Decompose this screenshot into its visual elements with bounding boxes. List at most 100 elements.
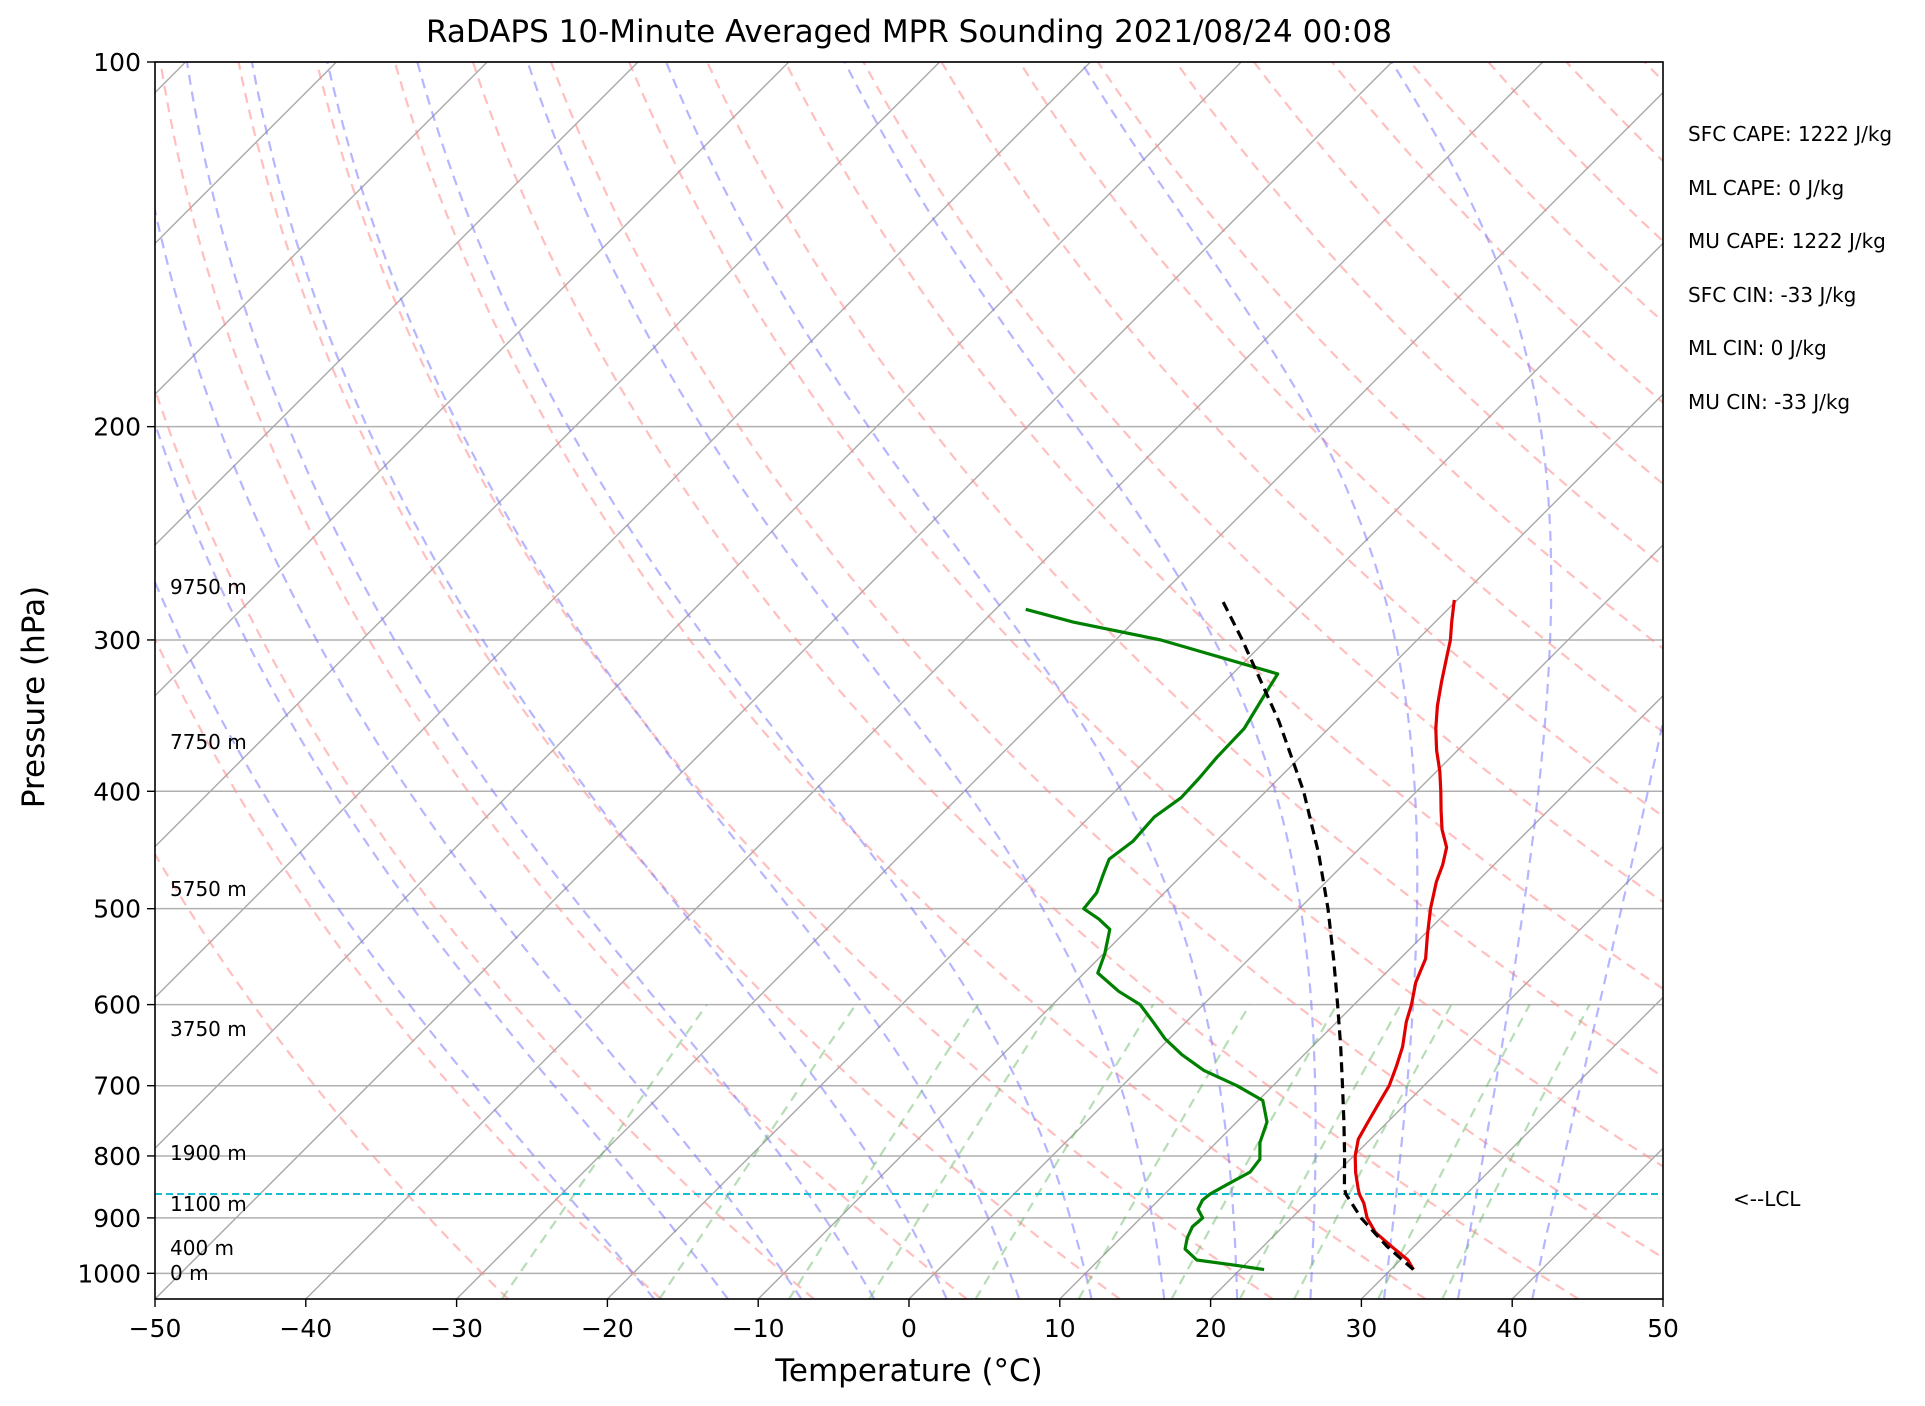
moist-adiabat-line <box>843 62 1317 1299</box>
dry-adiabat-line <box>940 62 1663 818</box>
isotherm-line <box>155 62 639 546</box>
altitude-label: 9750 m <box>170 575 247 599</box>
moist-adiabat-line <box>326 62 1021 1299</box>
mixing-ratio-line <box>1170 1004 1338 1299</box>
moist-adiabat-line <box>1531 716 1663 1299</box>
mixing-ratio-line <box>500 1003 708 1299</box>
isotherm-line <box>1210 845 1663 1299</box>
isotherm-line <box>155 62 790 697</box>
x-axis-label: Temperature (°C) <box>775 1353 1043 1389</box>
y-tick-label: 100 <box>93 48 141 77</box>
x-tick-label: 40 <box>1496 1314 1528 1343</box>
isotherm-line <box>757 393 1663 1299</box>
y-tick-label: 800 <box>93 1142 141 1171</box>
isotherm-line <box>1360 996 1663 1299</box>
dry-adiabat-line <box>549 62 1663 1259</box>
isotherm-line <box>155 62 1091 999</box>
sfc-cin-stat: SFC CIN: -33 J/kg <box>1688 282 1857 307</box>
x-tick-label: 10 <box>1044 1314 1076 1343</box>
moist-adiabat-line <box>665 62 1239 1299</box>
x-tick-label: 0 <box>901 1314 917 1343</box>
mixing-ratio-line <box>1238 1004 1402 1299</box>
y-tick-label: 600 <box>93 991 141 1020</box>
isotherm-line <box>155 62 1393 1299</box>
altitude-label: 3750 m <box>170 1017 247 1041</box>
x-tick-label: −50 <box>129 1314 182 1343</box>
chart-title: RaDAPS 10-Minute Averaged MPR Sounding 2… <box>426 14 1392 50</box>
moist-adiabat-line <box>1080 62 1419 1299</box>
mu-cin-stat: MU CIN: -33 J/kg <box>1688 389 1851 414</box>
x-tick-label: −40 <box>279 1314 332 1343</box>
isotherm-line <box>456 91 1663 1299</box>
x-tick-label: −10 <box>732 1314 785 1343</box>
altitude-label: 1900 m <box>170 1141 247 1165</box>
isotherm-line <box>305 62 1544 1299</box>
y-tick-label: 300 <box>93 626 141 655</box>
isotherm-line <box>908 544 1663 1299</box>
y-tick-label: 500 <box>93 895 141 924</box>
x-tick-label: 50 <box>1647 1314 1679 1343</box>
dry-adiabat-line <box>862 62 1663 904</box>
dry-adiabat-line <box>159 62 968 1299</box>
altitude-label: 400 m <box>170 1236 235 1260</box>
moist-adiabat-line <box>250 62 948 1299</box>
dry-adiabat-line <box>155 852 509 1299</box>
altitude-label: 1100 m <box>170 1192 247 1216</box>
moist-adiabat-line <box>526 62 1166 1299</box>
dry-adiabat-line <box>471 62 1580 1299</box>
altitude-label: 7750 m <box>170 730 247 754</box>
dry-adiabat-line <box>1096 62 1663 650</box>
dewpoint-trace <box>1025 607 1280 1272</box>
reference-lines <box>155 62 1663 1299</box>
isotherm-line <box>606 242 1663 1299</box>
mixing-ratio-line <box>868 1004 1055 1299</box>
sfc-cape-stat: SFC CAPE: 1222 J/kg <box>1688 122 1893 146</box>
mixing-ratio-line <box>1293 1004 1453 1299</box>
horizontal-gridlines <box>155 61 1663 1275</box>
mixing-ratio-line <box>1077 1004 1251 1299</box>
mixing-ratio-line <box>1377 1004 1531 1299</box>
y-tick-label: 900 <box>93 1204 141 1233</box>
altitude-label: 5750 m <box>170 877 247 901</box>
y-tick-label: 700 <box>93 1072 141 1101</box>
dry-adiabat-line <box>784 62 1663 991</box>
isotherm-line <box>1059 694 1663 1299</box>
ml-cin-stat: ML CIN: 0 J/kg <box>1688 336 1827 360</box>
y-tick-label: 200 <box>93 413 141 442</box>
isotherm-line <box>155 62 488 396</box>
temperature-trace <box>1353 599 1456 1271</box>
moist-adiabat-line <box>185 62 876 1299</box>
isotherm-line <box>155 62 941 848</box>
sounding-traces <box>155 599 1663 1272</box>
dry-adiabat-line <box>706 62 1663 1079</box>
plot-frame <box>154 61 1664 1300</box>
dry-adiabat-line <box>628 62 1663 1168</box>
altitude-label: 0 m <box>170 1261 209 1285</box>
x-tick-label: −30 <box>430 1314 483 1343</box>
dry-adiabat-line <box>237 62 1121 1299</box>
moist-adiabat-line <box>416 62 1093 1299</box>
mixing-ratio-line <box>1441 1004 1591 1299</box>
stability-stats-panel: SFC CAPE: 1222 J/kg ML CAPE: 0 J/kg MU C… <box>1688 108 1892 429</box>
mu-cape-stat: MU CAPE: 1222 J/kg <box>1688 229 1886 253</box>
y-tick-label: 1000 <box>77 1259 141 1288</box>
dry-adiabat-line <box>155 386 815 1299</box>
dry-adiabat-line <box>155 636 662 1299</box>
lcl-label: <--LCL <box>1733 1187 1801 1211</box>
parcel-trace <box>1220 599 1415 1271</box>
moist-adiabat-line <box>155 579 656 1299</box>
moist-adiabat-line <box>155 420 729 1299</box>
moist-adiabat-line <box>155 205 803 1299</box>
x-tick-label: −20 <box>581 1314 634 1343</box>
y-axis-label: Pressure (hPa) <box>16 585 52 809</box>
x-axis-ticks: −50 −40 −30 −20 −10 0 10 20 30 40 50 <box>129 1299 1679 1343</box>
x-tick-label: 30 <box>1345 1314 1377 1343</box>
mixing-ratio-line <box>974 1004 1155 1299</box>
isotherm-line <box>155 62 1242 1150</box>
y-tick-label: 400 <box>93 777 141 806</box>
moist-adiabat-line <box>1390 62 1553 1299</box>
mixing-ratio-line <box>658 1003 857 1299</box>
x-tick-label: 20 <box>1195 1314 1227 1343</box>
y-axis-ticks: 100 200 300 400 500 600 700 800 900 1000 <box>77 48 155 1288</box>
